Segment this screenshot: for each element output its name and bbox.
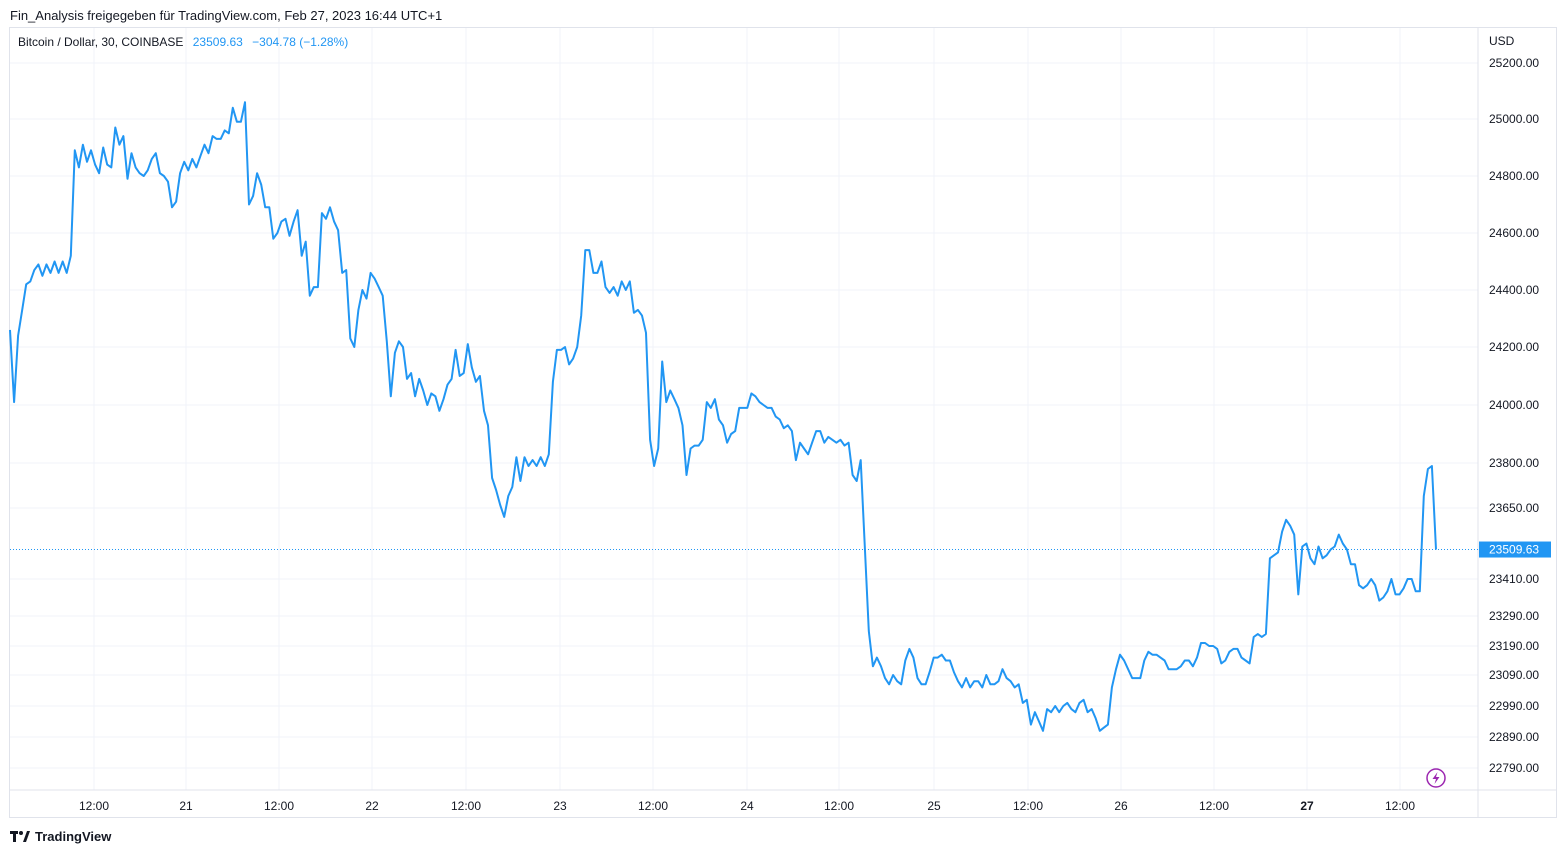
x-tick-label: 27 — [1300, 799, 1314, 813]
x-tick-label: 12:00 — [264, 799, 294, 813]
y-tick-label: 23650.00 — [1489, 501, 1539, 515]
x-tick-label: 12:00 — [1385, 799, 1415, 813]
chart-frame[interactable] — [9, 27, 1557, 818]
y-tick-label: 24600.00 — [1489, 226, 1539, 240]
time-axis[interactable]: 12:00 21 12:00 22 12:00 23 12:00 24 12:00 25 12:00… — [79, 799, 1415, 813]
legend-price: 23509.63 — [192, 35, 243, 49]
x-tick-label: 12:00 — [451, 799, 481, 813]
last-price-label: 23509.63 — [1489, 543, 1539, 557]
y-tick-label: 22790.00 — [1489, 761, 1539, 775]
flash-icon[interactable] — [1426, 768, 1446, 788]
y-tick-label: 25200.00 — [1489, 56, 1539, 70]
y-tick-label: 23290.00 — [1489, 609, 1539, 623]
y-tick-label: 24800.00 — [1489, 169, 1539, 183]
x-tick-label: 23 — [553, 799, 567, 813]
x-tick-label: 12:00 — [1013, 799, 1043, 813]
tradingview-logo-icon — [10, 830, 30, 842]
x-tick-label: 12:00 — [824, 799, 854, 813]
y-tick-label: 23090.00 — [1489, 668, 1539, 682]
last-price-tag: 23509.63 — [1479, 541, 1551, 558]
chart-attribution: Fin_Analysis freigegeben für TradingView… — [10, 8, 443, 23]
x-tick-label: 26 — [1114, 799, 1128, 813]
currency-label: USD — [1489, 34, 1515, 48]
price-series-line — [9, 101, 1437, 732]
x-tick-label: 12:00 — [1199, 799, 1229, 813]
y-tick-label: 23410.00 — [1489, 572, 1539, 586]
y-tick-label: 22890.00 — [1489, 730, 1539, 744]
symbol-legend[interactable]: Bitcoin / Dollar, 30, COINBASE 23509.63 … — [18, 35, 348, 49]
y-tick-label: 24000.00 — [1489, 398, 1539, 412]
y-tick-label: 23800.00 — [1489, 456, 1539, 470]
x-tick-label: 22 — [365, 799, 379, 813]
y-tick-label: 24200.00 — [1489, 340, 1539, 354]
price-axis[interactable]: 25200.00 25000.00 24800.00 24600.00 24400.00… — [1489, 56, 1539, 775]
y-tick-label: 22990.00 — [1489, 699, 1539, 713]
x-tick-label: 24 — [740, 799, 754, 813]
grid-lines — [10, 28, 1478, 790]
x-tick-label: 21 — [179, 799, 193, 813]
y-tick-label: 25000.00 — [1489, 112, 1539, 126]
y-tick-label: 23190.00 — [1489, 639, 1539, 653]
x-tick-label: 12:00 — [79, 799, 109, 813]
tradingview-logo[interactable]: TradingView — [10, 829, 111, 844]
y-tick-label: 24400.00 — [1489, 283, 1539, 297]
symbol-name: Bitcoin / Dollar, 30, COINBASE — [18, 35, 184, 49]
x-tick-label: 25 — [927, 799, 941, 813]
x-tick-label: 12:00 — [638, 799, 668, 813]
legend-change: −304.78 (−1.28%) — [252, 35, 349, 49]
last-price-tag-bg — [1479, 541, 1551, 558]
tradingview-brand: TradingView — [35, 829, 112, 844]
